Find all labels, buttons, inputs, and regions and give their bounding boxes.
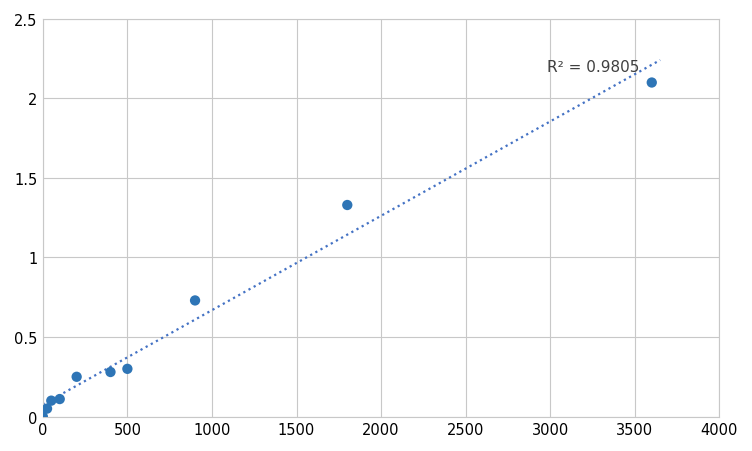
Point [71, 373, 83, 381]
Text: R² = 0.9805: R² = 0.9805 [547, 60, 639, 75]
Point [105, 368, 117, 376]
Point [45, 397, 57, 405]
Point [53, 396, 65, 403]
Point [646, 80, 658, 87]
Point [121, 365, 133, 373]
Point [341, 202, 353, 209]
Point [41, 405, 53, 412]
Point [189, 297, 201, 304]
Point [37, 413, 49, 420]
